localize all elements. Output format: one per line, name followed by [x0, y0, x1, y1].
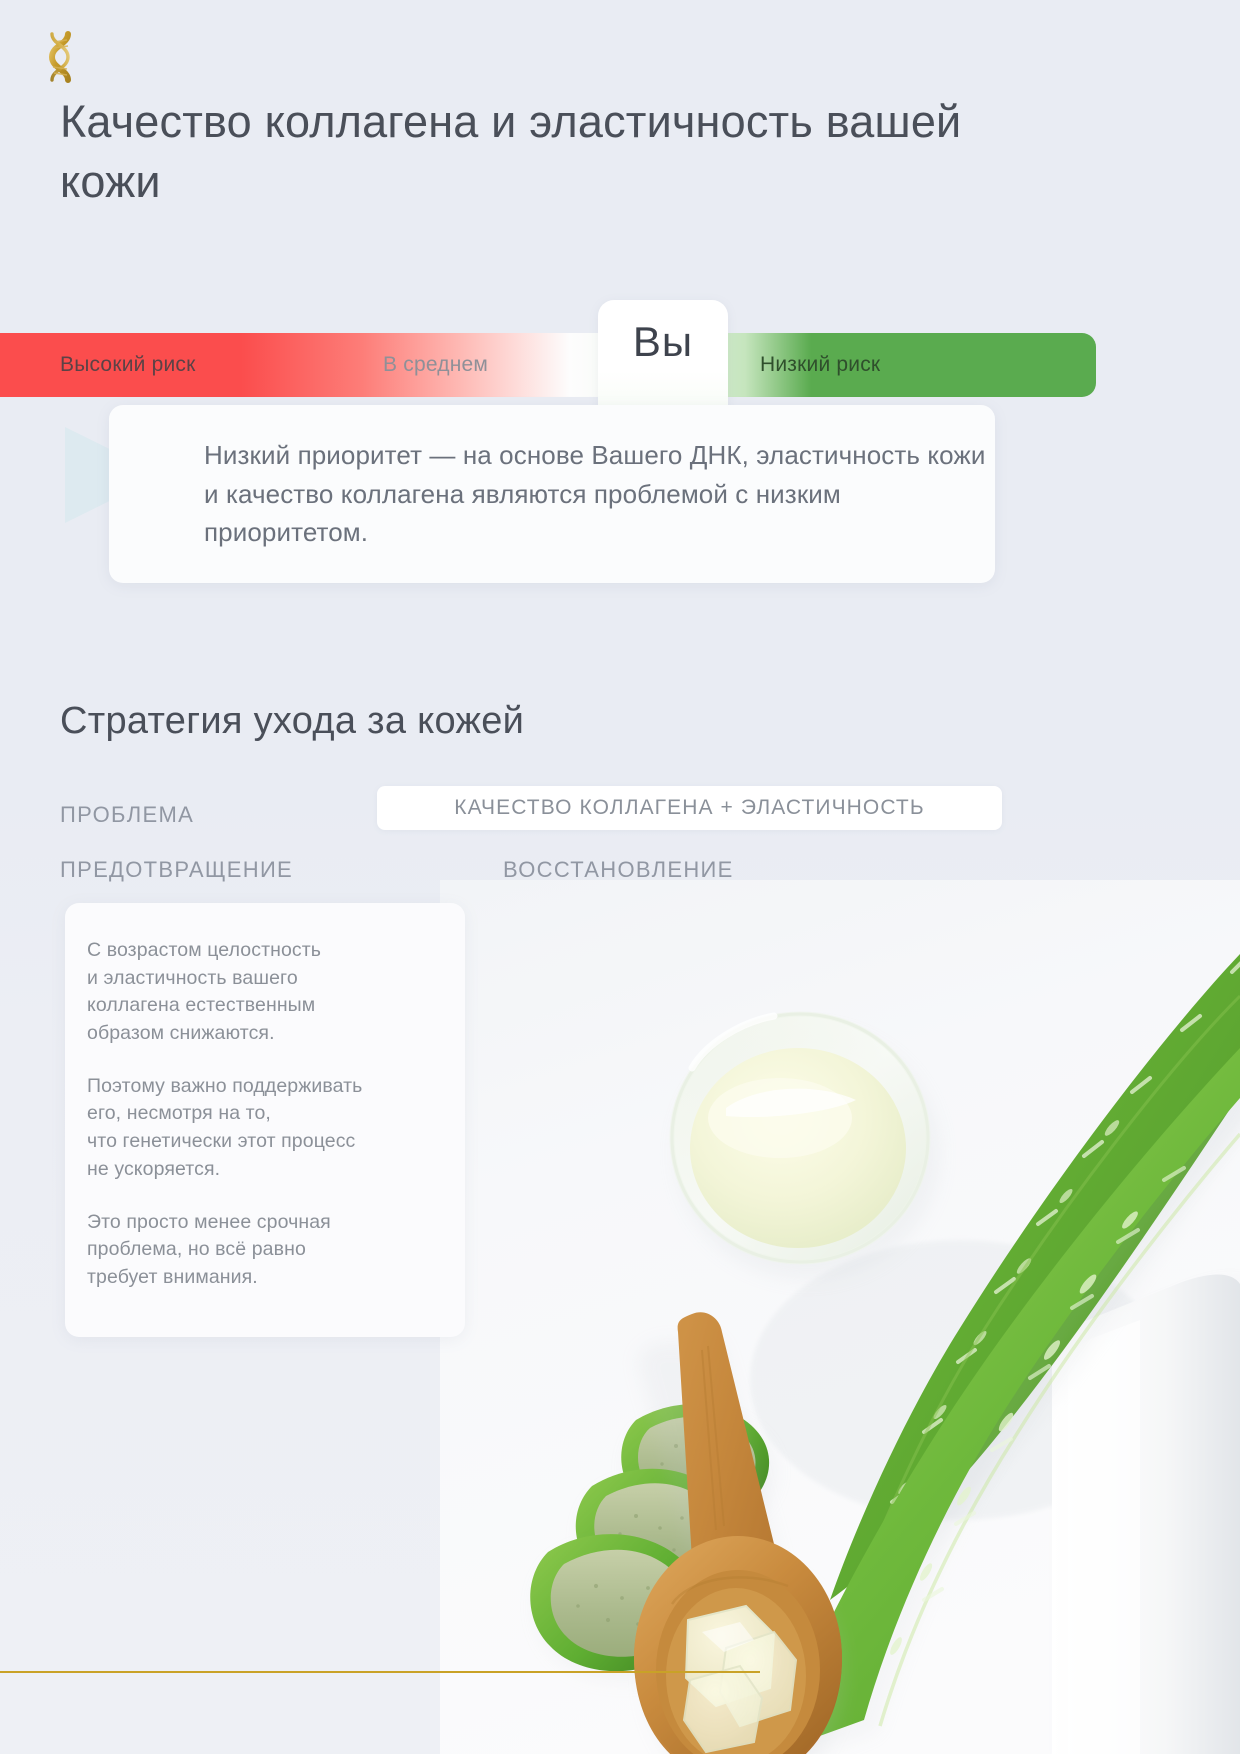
- you-marker-label: Вы: [632, 318, 694, 365]
- wooden-spoon-with-gel: [634, 1312, 844, 1754]
- prevention-paragraph-1: С возрастом целостность и эластичность в…: [87, 939, 322, 1045]
- aloe-vera-photo: [440, 880, 1240, 1754]
- problem-value-pill: КАЧЕСТВО КОЛЛАГЕНА + ЭЛАСТИЧНОСТЬ: [377, 786, 1002, 830]
- glass-bowl-with-gel: [669, 1011, 940, 1280]
- callout-card: Низкий приоритет — на основе Вашего ДНК,…: [109, 405, 995, 583]
- footer-gold-divider: [0, 1671, 760, 1673]
- gel-cubes: [682, 1604, 798, 1754]
- risk-callout: Низкий приоритет — на основе Вашего ДНК,…: [65, 405, 995, 583]
- risk-gradient-bar: [0, 333, 1096, 397]
- white-bottle-shape: [1052, 1274, 1240, 1754]
- risk-label-high: Высокий риск: [60, 353, 196, 376]
- problem-label: ПРОБЛЕМА: [60, 802, 195, 827]
- page-title: Качество коллагена и эластичность вашей …: [60, 96, 962, 207]
- strategy-columns-row: ПРЕДОТВРАЩЕНИЕ ВОССТАНОВЛЕНИЕ: [60, 857, 1000, 891]
- risk-label-low: Низкий риск: [760, 353, 881, 376]
- prevention-text-card: С возрастом целостность и эластичность в…: [65, 903, 465, 1337]
- prevention-paragraph-3: Это просто менее срочная проблема, но вс…: [87, 1210, 331, 1288]
- problem-row: ПРОБЛЕМА КАЧЕСТВО КОЛЛАГЕНА + ЭЛАСТИЧНОС…: [60, 786, 1002, 834]
- restoration-label: ВОССТАНОВЛЕНИЕ: [503, 857, 734, 882]
- prevention-label: ПРЕДОТВРАЩЕНИЕ: [60, 857, 294, 882]
- problem-value: КАЧЕСТВО КОЛЛАГЕНА + ЭЛАСТИЧНОСТЬ: [454, 796, 925, 819]
- prevention-paragraph-2: Поэтому важно поддерживать его, несмотря…: [87, 1074, 363, 1180]
- risk-label-average: В среднем: [383, 353, 489, 376]
- strategy-title: Стратегия ухода за кожей: [60, 700, 525, 742]
- dna-helix-icon: [38, 26, 82, 88]
- aloe-leaf-front: [770, 1048, 1240, 1754]
- callout-text: Низкий приоритет — на основе Вашего ДНК,…: [204, 440, 986, 548]
- risk-scale: Высокий риск В среднем Низкий риск Вы: [0, 300, 1240, 430]
